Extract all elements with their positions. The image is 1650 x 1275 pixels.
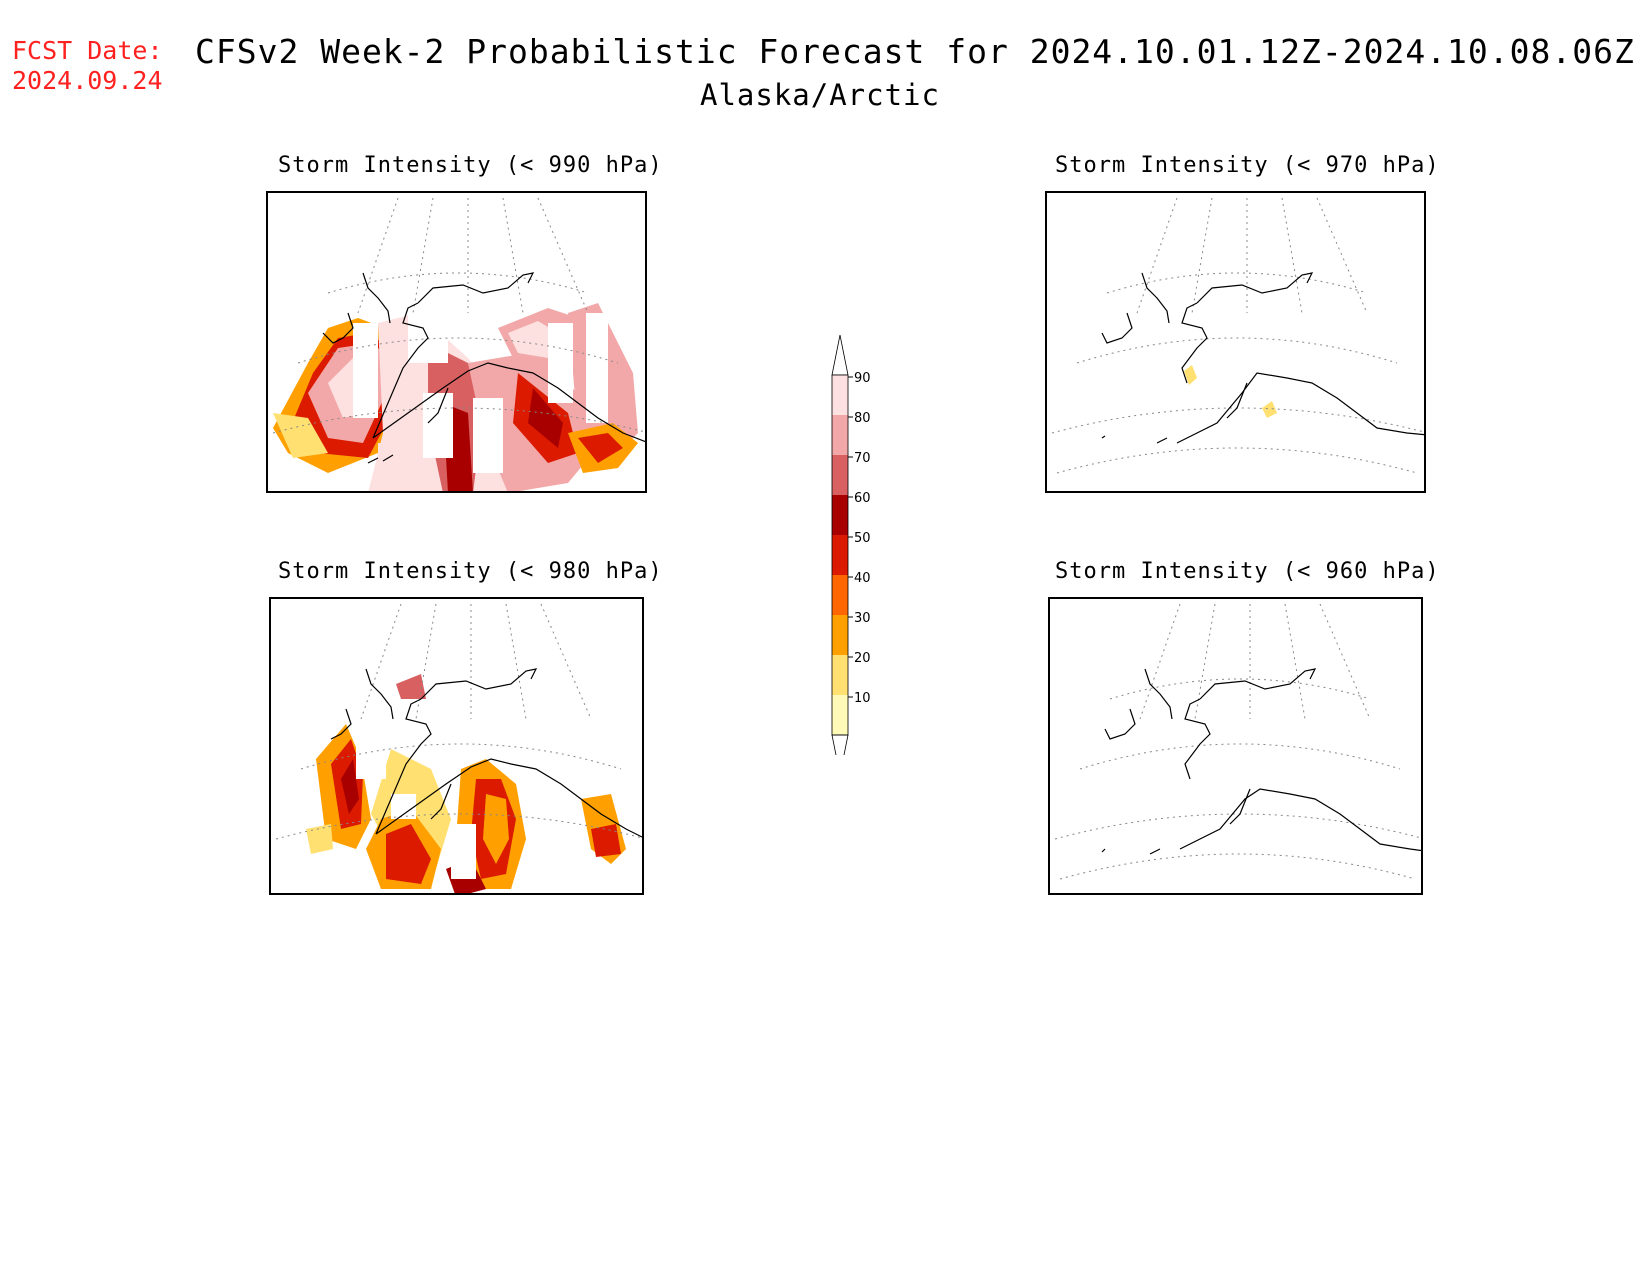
colorbar-label-60: 60 [854, 491, 871, 506]
colorbar-label-40: 40 [854, 571, 871, 586]
coastline-960 [1101, 668, 1421, 855]
region-title: Alaska/Arctic [700, 78, 940, 112]
colorbar-swatch-60 [832, 495, 848, 535]
colorbar-label-20: 20 [854, 651, 871, 666]
map-panel-960 [1048, 597, 1423, 895]
colorbar-label-50: 50 [854, 531, 871, 546]
colorbar-swatch-40 [832, 575, 848, 615]
colorbar-swatch-50 [832, 535, 848, 575]
colorbar-label-10: 10 [854, 691, 871, 706]
coastline-980 [330, 668, 642, 838]
colorbar-swatch-80 [832, 415, 848, 455]
colorbar-label-80: 80 [854, 411, 871, 426]
panel-title-960: Storm Intensity (< 960 hPa) [1055, 559, 1440, 584]
panel-title-990: Storm Intensity (< 990 hPa) [278, 153, 663, 178]
graticule-960 [1054, 603, 1421, 880]
map-panel-980 [269, 597, 644, 895]
forecast-date-block: FCST Date: 2024.09.24 [12, 36, 163, 96]
colorbar: 90 80 70 60 50 40 30 20 10 [820, 334, 880, 776]
probability-shading-990 [273, 303, 638, 491]
graticule-990 [272, 197, 645, 434]
map-980-svg [275, 603, 642, 893]
probability-shading-970 [1184, 365, 1277, 418]
colorbar-label-90: 90 [854, 371, 871, 386]
colorbar-swatch-70 [832, 455, 848, 495]
colorbar-swatch-30 [832, 615, 848, 655]
map-970-svg [1051, 197, 1424, 474]
map-960-svg [1054, 603, 1421, 880]
colorbar-label-30: 30 [854, 611, 871, 626]
colorbar-swatch-20 [832, 655, 848, 695]
colorbar-svg: 90 80 70 60 50 40 30 20 10 [831, 334, 871, 776]
graticule-970 [1051, 197, 1424, 474]
map-panel-970 [1045, 191, 1426, 493]
colorbar-top-arrow [831, 334, 849, 376]
main-title-text: CFSv2 Week-2 Probabilistic Forecast for … [195, 32, 1635, 71]
probability-shading-980 [306, 674, 626, 893]
colorbar-frame [831, 374, 849, 736]
map-990-svg [272, 197, 645, 491]
colorbar-swatch-90 [832, 375, 848, 415]
map-panel-990 [266, 191, 647, 493]
panel-title-970: Storm Intensity (< 970 hPa) [1055, 153, 1440, 178]
colorbar-bottom-arrow [831, 734, 849, 776]
forecast-date-value: 2024.09.24 [12, 66, 163, 95]
panel-title-980: Storm Intensity (< 980 hPa) [278, 559, 663, 584]
coastline-970 [1101, 272, 1424, 444]
colorbar-label-70: 70 [854, 451, 871, 466]
colorbar-swatch-10 [832, 695, 848, 735]
coastline-990 [322, 272, 645, 464]
forecast-date-label: FCST Date: [12, 36, 163, 65]
